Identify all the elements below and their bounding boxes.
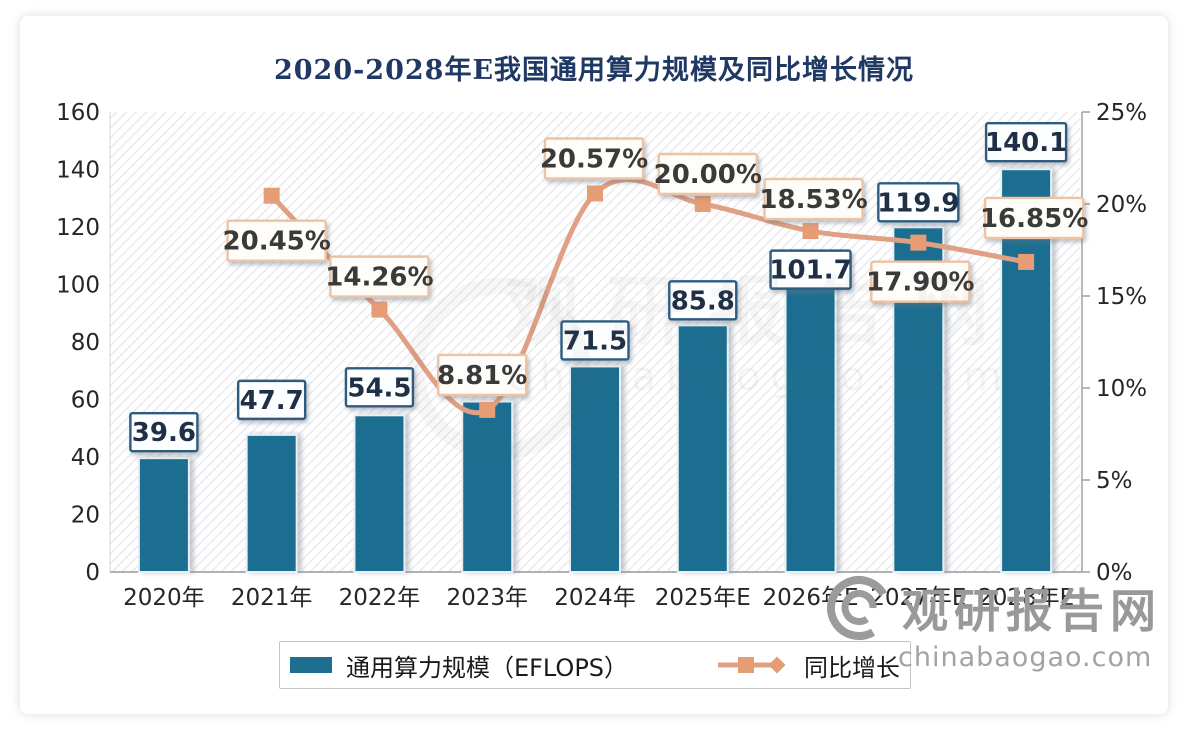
bar-value-label: 47.7 <box>240 386 304 416</box>
pct-value-label: 20.00% <box>654 160 762 190</box>
pct-value-box-2022年 <box>329 255 430 298</box>
y-right-tick-label: 5% <box>1096 468 1133 494</box>
bar-2025年E <box>676 324 729 574</box>
bar-value-label: 39.6 <box>132 418 196 448</box>
line-marker-2022年 <box>371 301 388 318</box>
x-tick-label: 2028年E <box>978 585 1074 611</box>
line-marker-2026年E <box>802 223 819 240</box>
pct-value-box-2024年 <box>543 137 645 180</box>
pct-value-box-2023年 <box>437 353 528 397</box>
line-marker-2024年 <box>587 185 603 202</box>
bar-2026年E <box>784 278 837 573</box>
line-marker-2028年E <box>1018 253 1035 270</box>
pct-value-box-2027年E <box>870 260 971 303</box>
chart-legend: 通用算力规模（EFLOPS） 同比增长 <box>279 641 911 689</box>
x-tick-label: 2027年E <box>870 585 966 611</box>
y-left-tick-label: 60 <box>71 388 100 414</box>
y-left-tick-label: 40 <box>71 445 100 471</box>
pct-value-box-2026年E <box>763 177 864 221</box>
y-left-tick-label: 140 <box>56 158 100 184</box>
line-marker-2027年E <box>910 234 927 251</box>
bar-value-label: 71.5 <box>563 326 627 356</box>
y-left-tick-label: 100 <box>56 273 100 299</box>
bar-value-label: 54.5 <box>347 373 411 403</box>
y-left-tick-label: 120 <box>56 215 100 241</box>
pct-value-box-2025年E <box>657 152 758 196</box>
bar-value-box-2026年E <box>769 249 852 290</box>
x-tick-label: 2025年E <box>655 585 751 611</box>
bar-2023年 <box>461 400 514 574</box>
pct-value-label: 20.57% <box>540 145 648 175</box>
pct-value-box-2021年 <box>226 219 327 262</box>
y-right-tick-label: 10% <box>1096 376 1147 402</box>
bar-2021年 <box>245 433 298 573</box>
x-tick-label: 2021年 <box>231 585 313 611</box>
y-left-tick-label: 80 <box>71 330 100 356</box>
bar-value-label: 119.9 <box>877 188 959 218</box>
line-marker-2021年 <box>263 187 280 204</box>
bar-value-box-2024年 <box>560 320 630 361</box>
pct-value-label: 20.45% <box>223 227 331 257</box>
line-marker-2025年E <box>694 196 711 212</box>
x-tick-label: 2022年 <box>339 585 421 611</box>
y-left-tick-label: 0 <box>85 560 100 586</box>
x-tick-label: 2024年 <box>554 585 636 611</box>
bar-2024年 <box>569 365 621 573</box>
y-right-tick-label: 15% <box>1096 284 1147 310</box>
legend-bar-swatch-icon <box>289 657 332 673</box>
bar-value-box-2025年E <box>668 280 738 321</box>
bar-2020年 <box>137 457 190 573</box>
chart-title: 2020-2028年E我国通用算力规模及同比增长情况 <box>273 55 915 86</box>
y-left-tick-label: 20 <box>71 503 100 529</box>
bar-2022年 <box>353 414 406 573</box>
x-tick-label: 2020年 <box>123 585 205 611</box>
legend-bar-label: 通用算力规模（EFLOPS） <box>345 653 629 682</box>
bar-value-box-2028年E <box>984 122 1068 163</box>
bar-value-box-2027年E <box>877 182 960 223</box>
y-right-tick-label: 20% <box>1096 192 1147 218</box>
pct-value-label: 16.85% <box>980 204 1088 234</box>
y-right-tick-label: 25% <box>1096 100 1147 126</box>
bar-value-box-2022年 <box>344 367 415 408</box>
bar-value-label: 85.8 <box>671 286 735 316</box>
pct-value-label: 18.53% <box>759 185 867 215</box>
bar-value-label: 101.7 <box>769 256 851 286</box>
legend-line-label: 同比增长 <box>804 653 901 682</box>
y-right-tick-label: 0% <box>1096 560 1133 586</box>
pct-value-box-2028年E <box>983 196 1085 240</box>
pct-value-label: 14.26% <box>325 263 433 293</box>
line-marker-2023年 <box>479 401 496 418</box>
x-tick-label: 2026年E <box>763 585 859 611</box>
bar-value-box-2020年 <box>129 411 199 453</box>
bar-value-label: 140.1 <box>985 128 1067 158</box>
x-tick-label: 2023年 <box>446 585 528 611</box>
legend-line-marker-icon <box>718 656 786 674</box>
bar-value-box-2021年 <box>236 379 307 421</box>
y-left-tick-label: 160 <box>56 100 100 126</box>
pct-value-label: 8.81% <box>437 361 527 391</box>
pct-value-label: 17.90% <box>866 268 974 298</box>
